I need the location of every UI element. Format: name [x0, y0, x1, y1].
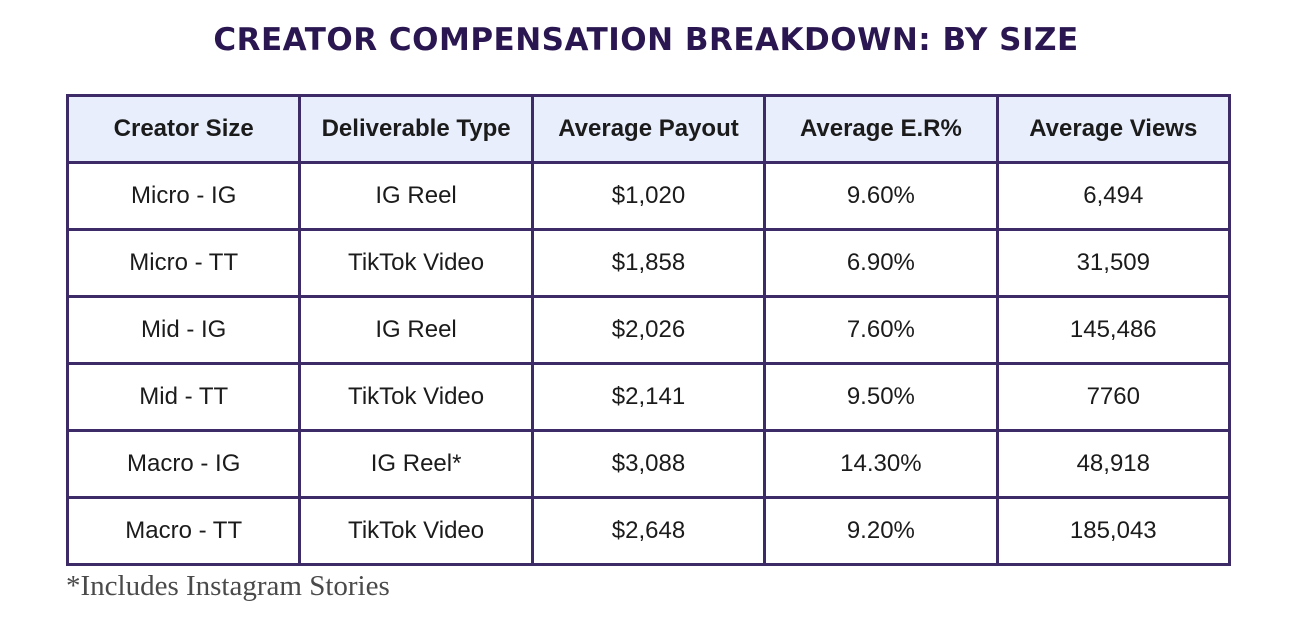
cell-average-payout: $2,141: [530, 362, 767, 432]
cell-deliverable-type: TikTok Video: [298, 362, 534, 432]
header-average-payout: Average Payout: [530, 94, 767, 164]
table-row: Macro - IG IG Reel* $3,088 14.30% 48,918: [65, 429, 1232, 499]
table-row: Micro - IG IG Reel $1,020 9.60% 6,494: [65, 161, 1232, 231]
cell-average-payout: $2,026: [530, 295, 767, 365]
cell-average-views: 31,509: [995, 228, 1232, 298]
cell-deliverable-type: TikTok Video: [298, 496, 534, 566]
cell-creator-size: Mid - TT: [65, 362, 302, 432]
header-average-views: Average Views: [995, 94, 1232, 164]
page-title: CREATOR COMPENSATION BREAKDOWN: BY SIZE: [213, 22, 1079, 58]
cell-creator-size: Macro - IG: [65, 429, 302, 499]
cell-average-views: 145,486: [995, 295, 1232, 365]
header-row: Creator Size Deliverable Type Average Pa…: [65, 94, 1232, 164]
cell-average-views: 185,043: [995, 496, 1232, 566]
table-row: Macro - TT TikTok Video $2,648 9.20% 185…: [65, 496, 1232, 566]
cell-average-er: 9.50%: [763, 362, 999, 432]
cell-creator-size: Micro - IG: [65, 161, 302, 231]
cell-deliverable-type: IG Reel*: [298, 429, 534, 499]
cell-average-payout: $2,648: [530, 496, 767, 566]
cell-average-er: 9.20%: [763, 496, 999, 566]
table-row: Mid - IG IG Reel $2,026 7.60% 145,486: [65, 295, 1232, 365]
table-row: Micro - TT TikTok Video $1,858 6.90% 31,…: [65, 228, 1232, 298]
cell-deliverable-type: IG Reel: [298, 161, 534, 231]
cell-deliverable-type: IG Reel: [298, 295, 534, 365]
header-average-er: Average E.R%: [763, 94, 999, 164]
cell-average-er: 6.90%: [763, 228, 999, 298]
compensation-table: Creator Size Deliverable Type Average Pa…: [65, 94, 1232, 566]
cell-average-views: 7760: [995, 362, 1232, 432]
cell-average-er: 9.60%: [763, 161, 999, 231]
cell-creator-size: Micro - TT: [65, 228, 302, 298]
cell-average-payout: $1,858: [530, 228, 767, 298]
cell-average-payout: $1,020: [530, 161, 767, 231]
cell-average-views: 6,494: [995, 161, 1232, 231]
header-deliverable-type: Deliverable Type: [298, 94, 534, 164]
cell-average-er: 7.60%: [763, 295, 999, 365]
footnote: *Includes Instagram Stories: [66, 570, 390, 602]
header-creator-size: Creator Size: [65, 94, 302, 164]
cell-average-payout: $3,088: [530, 429, 767, 499]
cell-deliverable-type: TikTok Video: [298, 228, 534, 298]
table-row: Mid - TT TikTok Video $2,141 9.50% 7760: [65, 362, 1232, 432]
cell-creator-size: Mid - IG: [65, 295, 302, 365]
cell-creator-size: Macro - TT: [65, 496, 302, 566]
cell-average-views: 48,918: [995, 429, 1232, 499]
cell-average-er: 14.30%: [763, 429, 999, 499]
